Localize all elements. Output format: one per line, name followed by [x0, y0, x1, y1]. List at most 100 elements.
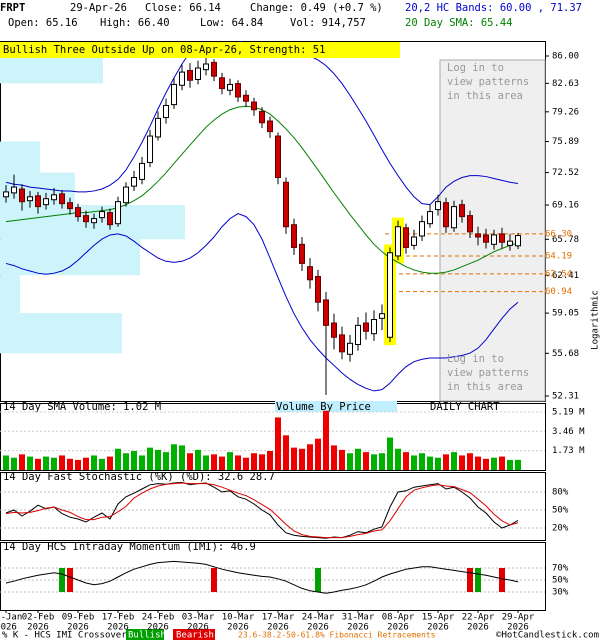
volume-bar: [163, 452, 169, 470]
login-area: [439, 59, 546, 402]
volume-bar: [99, 458, 105, 470]
bearish-crossover: [67, 568, 73, 592]
volume-bar: [19, 454, 25, 470]
stochastic-line: [5, 482, 519, 539]
watermark: Log in to: [447, 353, 504, 365]
y-tick-label: 82.63: [552, 79, 579, 89]
volume-bar: [507, 459, 513, 470]
candle-body: [395, 226, 401, 257]
candle-body: [171, 83, 177, 106]
candle-body: [59, 193, 65, 205]
x-tick-year: 2026: [27, 623, 49, 633]
x-tick-label: 03-Mar: [182, 613, 215, 623]
volume-bar: [315, 438, 321, 470]
volume-bar: [115, 448, 121, 470]
volume-bar: [211, 454, 217, 470]
volume-bar: [67, 458, 73, 470]
candle-body: [451, 206, 457, 229]
bearish-crossover: [211, 568, 217, 592]
bullish-crossover: [475, 568, 481, 592]
volume-bar: [155, 449, 161, 470]
volume-bar: [267, 450, 273, 470]
candle-body: [315, 275, 321, 303]
volume-bar: [107, 456, 113, 470]
fib-label: 60.94: [545, 287, 572, 297]
y-tick-label: 80%: [552, 488, 569, 498]
y-tick-label: 52.31: [552, 392, 579, 402]
candle-body: [147, 135, 153, 163]
volume-by-price-bar: [0, 56, 103, 84]
x-tick-label: 17-Mar: [262, 613, 295, 623]
volume-bar: [427, 456, 433, 470]
volume-bar: [147, 447, 153, 470]
volume-bar: [3, 455, 9, 470]
candle-body: [403, 227, 409, 248]
x-tick-label: 10-Mar: [222, 613, 255, 623]
y-tick-label: 79.26: [552, 107, 579, 117]
pattern-label: Bullish Three Outside Up on 08-Apr-26, S…: [3, 44, 325, 56]
imi-panel: [0, 542, 546, 611]
volume-bar: [243, 457, 249, 470]
volume-bar: [323, 410, 329, 470]
x-tick-label: 31-Mar: [342, 613, 375, 623]
volume-bar: [179, 445, 185, 470]
vol: Vol: 914,757: [290, 17, 366, 29]
volume-bar: [347, 453, 353, 470]
x-tick-year: 2026: [147, 623, 169, 633]
volume-bar: [59, 455, 65, 470]
volume-bar: [35, 458, 41, 470]
low: Low: 64.84: [200, 17, 263, 29]
volume-bar: [291, 447, 297, 470]
volume-bar: [235, 455, 241, 470]
y-tick-label: 75.89: [552, 137, 579, 147]
candle-body: [235, 83, 241, 98]
volume-bar: [435, 457, 441, 470]
volume-bar: [187, 453, 193, 470]
candle-body: [107, 212, 113, 226]
bearish-legend: Bearish: [176, 631, 214, 640]
candle-body: [91, 218, 97, 224]
y-tick-label: 1.73 M: [552, 446, 585, 456]
candle-body: [11, 186, 17, 194]
volume-bar: [203, 455, 209, 470]
fib-label: 66.30: [545, 229, 572, 239]
volume-bar: [339, 449, 345, 470]
y-tick-label: 50%: [552, 576, 569, 586]
x-tick-year: 2026: [67, 623, 89, 633]
candle-body: [267, 120, 273, 133]
volume-bar: [139, 455, 145, 470]
open: Open: 65.16: [8, 17, 78, 29]
volume-bar: [171, 444, 177, 470]
volume-bar: [251, 453, 257, 470]
x-tick-label: 24-Feb: [142, 613, 175, 623]
candle-body: [467, 215, 473, 233]
volume-bar: [355, 448, 361, 470]
candle-body: [339, 334, 345, 353]
bearish-crossover: [467, 568, 473, 592]
volume-bar: [451, 452, 457, 470]
candle-body: [83, 215, 89, 223]
candle-body: [131, 177, 137, 187]
candle-body: [499, 233, 505, 243]
x-tick-label: 29-Apr: [502, 613, 535, 623]
candle-body: [427, 211, 433, 225]
volume-bar: [307, 444, 313, 470]
candle-body: [419, 221, 425, 237]
fib-label: 62.54: [545, 269, 572, 279]
volume-bar: [123, 453, 129, 470]
candle-body: [179, 71, 185, 86]
candle-body: [99, 211, 105, 219]
volume-bar: [499, 456, 505, 470]
candle-body: [251, 101, 257, 111]
volume-bar: [43, 456, 49, 470]
volume-bar: [219, 456, 225, 470]
candle-body: [323, 299, 329, 326]
candle-body: [371, 319, 377, 335]
candle-body: [379, 313, 385, 319]
x-tick-year: 2026: [107, 623, 129, 633]
vbp-label: Volume By Price: [276, 401, 371, 413]
x-tick-year: 2026: [427, 623, 449, 633]
candle-body: [35, 195, 41, 208]
